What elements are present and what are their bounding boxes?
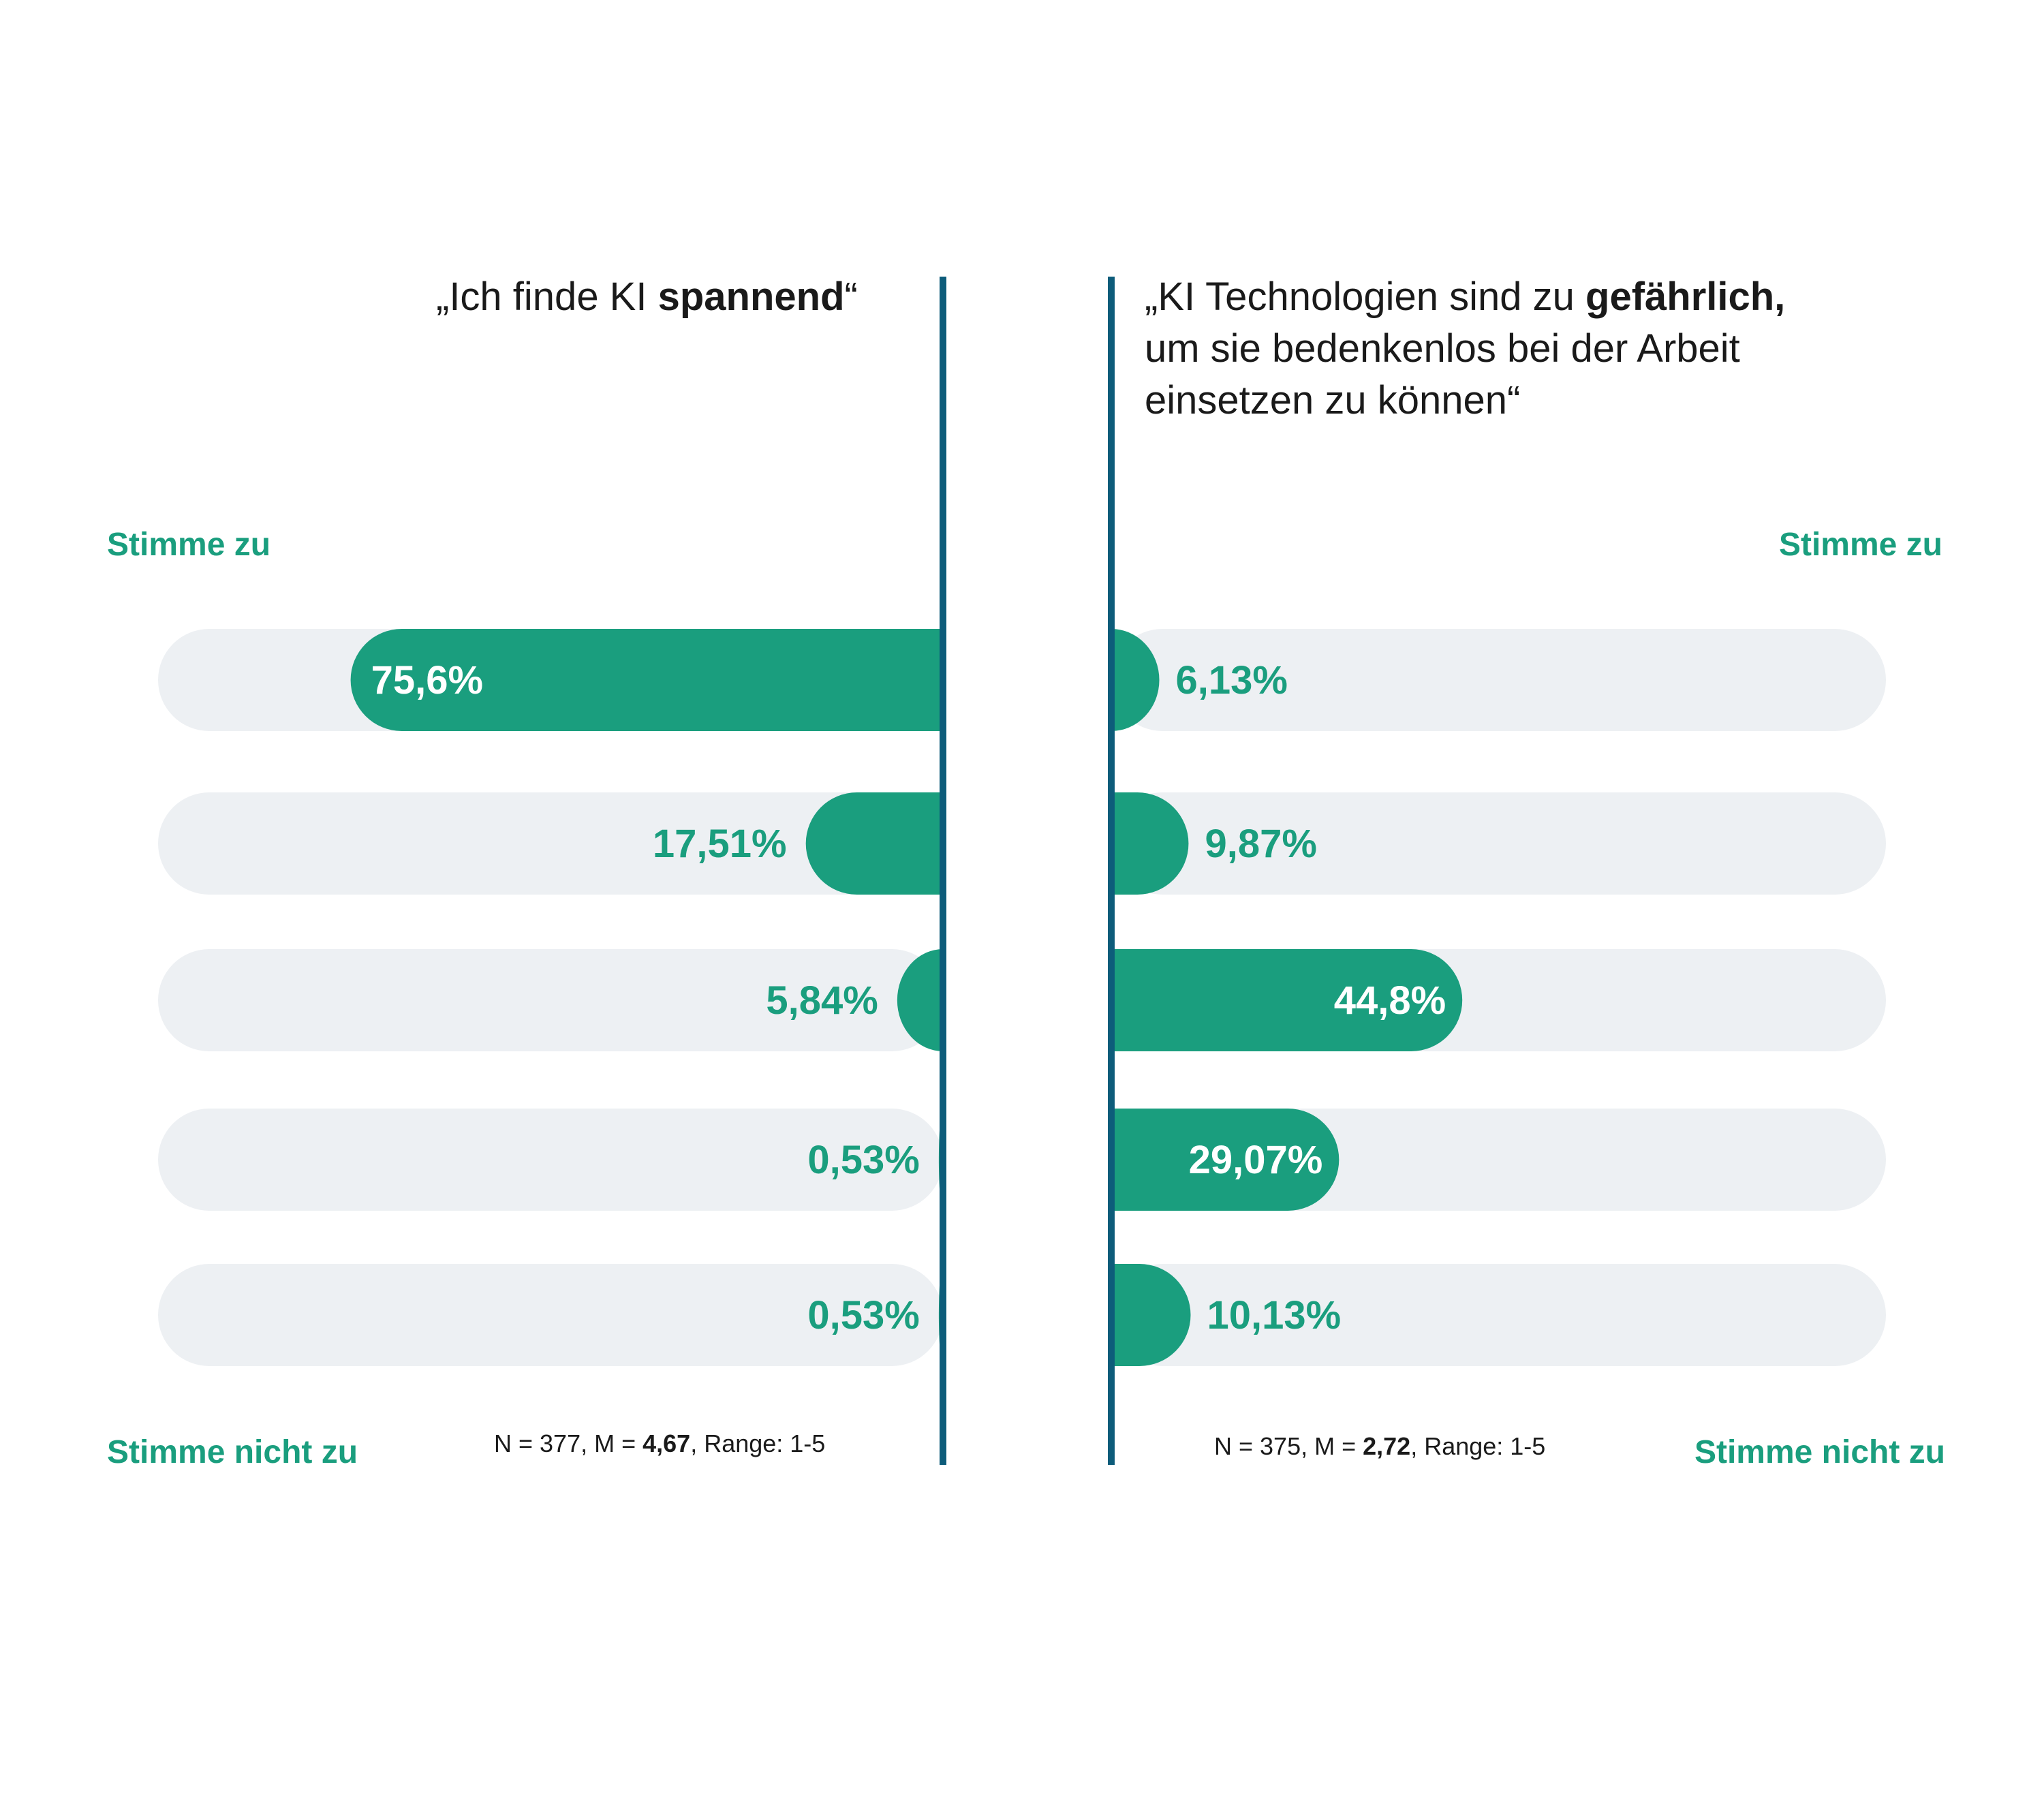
left-track-4 bbox=[158, 1109, 943, 1211]
left-track-group bbox=[158, 629, 943, 1366]
right-title-bold: gefährlich, bbox=[1585, 275, 1786, 319]
left-bar-3 bbox=[897, 949, 943, 1051]
left-value-label-1: 75,6% bbox=[371, 658, 483, 702]
left-stats-range: , Range: 1-5 bbox=[690, 1429, 826, 1457]
right-title-line3: einsetzen zu können“ bbox=[1145, 378, 1521, 422]
right-chart-title: „KI Technologien sind zu gefährlich, um … bbox=[1145, 271, 1894, 427]
right-value-label-1: 6,13% bbox=[1175, 658, 1287, 702]
right-stats-note: N = 375, M = 2,72, Range: 1-5 bbox=[1214, 1432, 1545, 1461]
left-stats-mean: 4,67 bbox=[642, 1429, 691, 1457]
left-title-bold: spannend bbox=[657, 275, 845, 319]
left-label-agree: Stimme zu bbox=[107, 527, 271, 563]
right-stats-range: , Range: 1-5 bbox=[1410, 1432, 1546, 1460]
right-title-prefix: „KI Technologien sind zu bbox=[1145, 275, 1586, 319]
right-title-line1: „KI Technologien sind zu gefährlich, bbox=[1145, 271, 1894, 323]
right-title-line2: um sie bedenkenlos bei der Arbeit bbox=[1145, 326, 1740, 371]
left-value-label-3: 5,84% bbox=[766, 978, 878, 1023]
right-value-label-3: 44,8% bbox=[1334, 978, 1446, 1023]
left-value-label-2: 17,51% bbox=[653, 822, 787, 866]
left-bar-1 bbox=[350, 629, 943, 731]
left-title-prefix: „Ich finde KI bbox=[436, 275, 658, 319]
right-bar-5 bbox=[1111, 1264, 1191, 1366]
left-value-label-4: 0,53% bbox=[807, 1138, 919, 1182]
right-stats-n: N = 375, M = bbox=[1214, 1432, 1363, 1460]
left-title-suffix: “ bbox=[844, 275, 858, 319]
right-value-label-4: 29,07% bbox=[1189, 1138, 1323, 1182]
left-track-3 bbox=[158, 949, 943, 1051]
right-track-1 bbox=[1111, 629, 1886, 731]
left-value-label-group: 75,6% 17,51% 5,84% 0,53% 0,53% bbox=[371, 658, 920, 1337]
right-bar-group bbox=[1111, 629, 1463, 1366]
left-label-disagree: Stimme nicht zu bbox=[107, 1434, 358, 1470]
left-stats-note: N = 377, M = 4,67, Range: 1-5 bbox=[494, 1429, 825, 1458]
left-track-2 bbox=[158, 792, 943, 895]
right-bar-4 bbox=[1111, 1109, 1340, 1211]
right-label-disagree: Stimme nicht zu bbox=[1694, 1434, 1945, 1470]
right-value-label-group: 6,13% 9,87% 44,8% 29,07% 10,13% bbox=[1175, 658, 1446, 1337]
right-label-agree: Stimme zu bbox=[1778, 527, 1942, 563]
left-value-label-5: 0,53% bbox=[807, 1293, 919, 1337]
left-bar-2 bbox=[805, 792, 943, 895]
right-value-label-2: 9,87% bbox=[1205, 822, 1317, 866]
right-stats-mean: 2,72 bbox=[1363, 1432, 1411, 1460]
right-bar-3 bbox=[1111, 949, 1463, 1051]
left-track-5 bbox=[158, 1264, 943, 1366]
right-value-label-5: 10,13% bbox=[1207, 1293, 1341, 1337]
right-bar-1 bbox=[1111, 629, 1160, 731]
left-stats-n: N = 377, M = bbox=[494, 1429, 643, 1457]
right-track-2 bbox=[1111, 792, 1886, 895]
left-chart-title: „Ich finde KI spannend“ bbox=[436, 271, 913, 323]
right-bar-2 bbox=[1111, 792, 1189, 895]
right-track-5 bbox=[1111, 1264, 1886, 1366]
